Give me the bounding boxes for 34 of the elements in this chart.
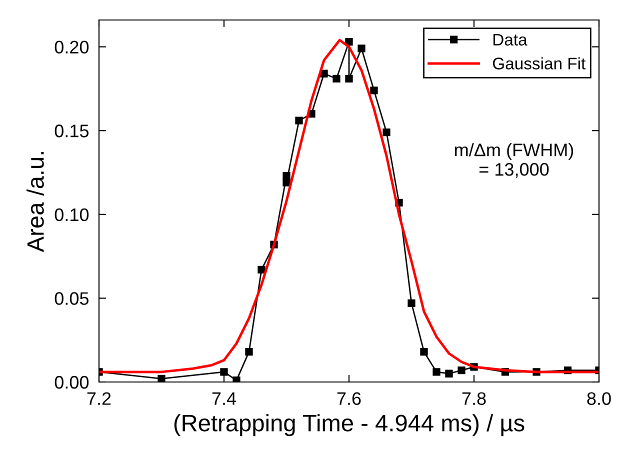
y-tick-label: 0.15 xyxy=(54,124,89,138)
point xyxy=(420,348,428,356)
point xyxy=(332,74,340,82)
point xyxy=(320,70,328,78)
point xyxy=(345,38,353,46)
point xyxy=(295,116,303,124)
point xyxy=(345,74,353,82)
point xyxy=(432,368,440,376)
annotation: m/Δm (FWHM) = 13,000 xyxy=(455,143,574,178)
point xyxy=(220,368,228,376)
x-axis-title: (Retrapping Time - 4.944 ms) / µs xyxy=(174,414,524,436)
x-tick-label: 7.2 xyxy=(87,392,111,405)
x-tick-label: 7.8 xyxy=(462,392,486,405)
y-tick-label: 0.20 xyxy=(54,40,89,54)
y-tick-label: 0.10 xyxy=(54,208,89,222)
point xyxy=(258,266,266,274)
point xyxy=(370,86,378,94)
y-tick-label: 0.00 xyxy=(54,376,89,389)
x-tick-label: 8.0 xyxy=(587,392,611,405)
point xyxy=(282,178,290,186)
x-tick-label: 7.4 xyxy=(212,392,236,405)
point xyxy=(158,374,166,382)
y-axis-title: Area /a.u. xyxy=(26,152,44,252)
legend-label: Gaussian Fit xyxy=(492,57,586,70)
point xyxy=(245,348,253,356)
point xyxy=(445,370,453,378)
point xyxy=(458,366,466,374)
point xyxy=(382,128,390,136)
y-tick-label: 0.05 xyxy=(54,292,89,305)
point xyxy=(358,44,366,52)
point xyxy=(282,172,290,180)
legend-label: Data xyxy=(493,34,528,46)
x-tick-label: 7.6 xyxy=(337,392,361,405)
point xyxy=(408,299,416,308)
